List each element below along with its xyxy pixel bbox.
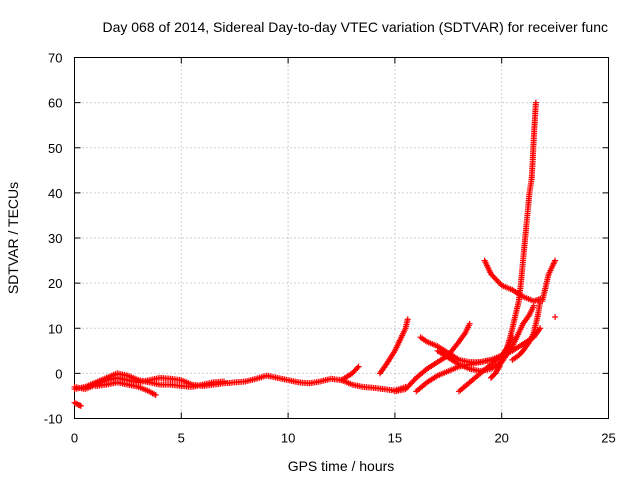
- data-point: [466, 320, 473, 327]
- x-tick-label: 10: [281, 431, 295, 446]
- y-tick-label: 0: [55, 366, 62, 381]
- data-point: [404, 316, 411, 323]
- y-tick-label: -10: [44, 412, 63, 427]
- data-points: [71, 99, 559, 409]
- data-point: [532, 99, 539, 106]
- grid: [74, 57, 609, 419]
- series-track-p: [552, 313, 559, 320]
- x-tick-label: 15: [388, 431, 402, 446]
- series-track-l: [481, 257, 544, 305]
- data-point: [552, 313, 559, 320]
- y-tick-label: 10: [48, 321, 62, 336]
- y-tick-label: 70: [48, 51, 62, 66]
- data-point: [221, 378, 228, 385]
- y-axis-label: SDTVAR / TECUs: [5, 182, 21, 294]
- series-track-o: [539, 257, 559, 305]
- y-tick-label: 50: [48, 141, 62, 156]
- data-point: [355, 363, 362, 370]
- x-tick-label: 25: [601, 431, 615, 446]
- series-track-d: [71, 399, 84, 409]
- x-tick-label: 0: [71, 431, 78, 446]
- data-point: [495, 364, 502, 371]
- chart-title: Day 068 of 2014, Sidereal Day-to-day VTE…: [102, 19, 608, 35]
- x-tick-label: 5: [178, 431, 185, 446]
- series-track-g: [391, 320, 473, 395]
- series-track-c: [92, 379, 159, 399]
- y-axis: -10 0 10 20 30 40 50 60 70: [44, 51, 609, 427]
- y-tick-label: 60: [48, 96, 62, 111]
- y-tick-label: 30: [48, 231, 62, 246]
- data-point: [152, 392, 159, 399]
- series-track-i: [413, 325, 544, 395]
- data-point: [354, 364, 361, 371]
- series-track-m: [488, 99, 539, 381]
- x-axis: 0 5 10 15 20 25: [71, 57, 616, 446]
- data-point: [552, 257, 559, 264]
- x-axis-label: GPS time / hours: [288, 458, 395, 474]
- series-track-e: [338, 363, 362, 384]
- series-track-b: [71, 370, 228, 393]
- data-point: [537, 325, 544, 332]
- series-track-n: [509, 298, 544, 363]
- y-tick-label: 20: [48, 276, 62, 291]
- series-track-f: [376, 316, 411, 377]
- y-tick-label: 40: [48, 186, 62, 201]
- x-tick-label: 20: [494, 431, 508, 446]
- data-point: [77, 402, 84, 409]
